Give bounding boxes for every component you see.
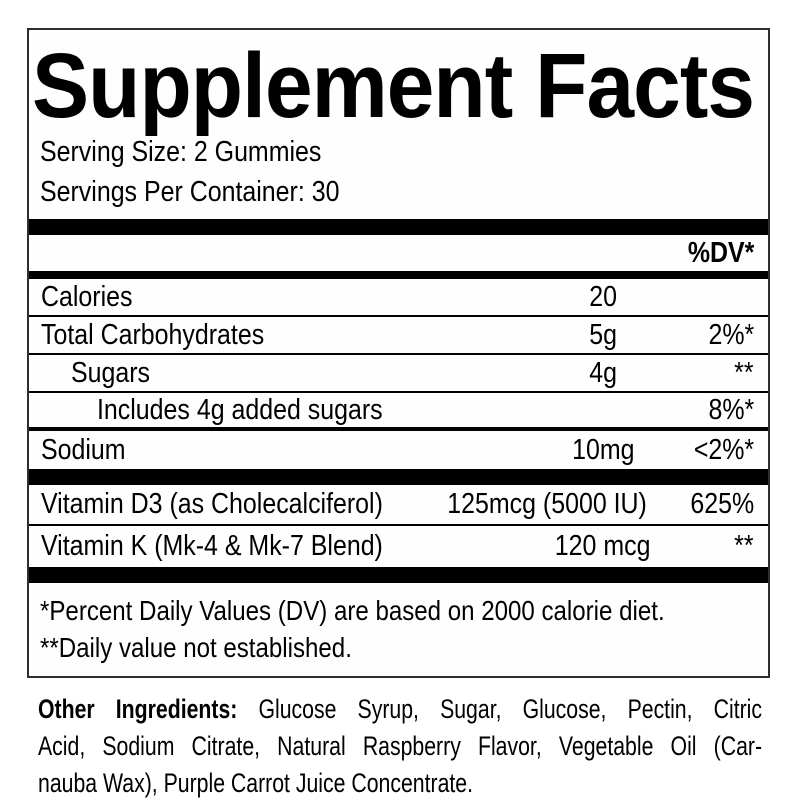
nutrient-dv: <2%* bbox=[693, 433, 754, 466]
nutrient-dv: ** bbox=[734, 356, 754, 389]
nutrient-amount: 10mg bbox=[571, 433, 635, 466]
ingredients-line-1: Other Ingredients: Glucose Syrup, Sugar,… bbox=[38, 691, 762, 728]
separator-bar-top bbox=[29, 219, 768, 235]
nutrient-name: Sugars bbox=[71, 356, 151, 389]
nutrient-row-sodium: Sodium 10mg <2%* bbox=[29, 431, 768, 469]
separator-bar-bottom bbox=[29, 567, 768, 583]
nutrient-amount: 120 mcg bbox=[555, 530, 651, 562]
nutrient-row-sugars: Sugars 4g ** bbox=[29, 355, 768, 393]
footnote-dv-basis: *Percent Daily Values (DV) are based on … bbox=[40, 595, 665, 626]
footnotes: *Percent Daily Values (DV) are based on … bbox=[40, 592, 768, 666]
nutrient-name: Vitamin D3 (as Cholecalciferol) bbox=[41, 488, 383, 520]
separator-bar-middle bbox=[29, 469, 768, 485]
nutrient-dv: 625% bbox=[690, 488, 754, 520]
panel-title: Supplement Facts bbox=[32, 35, 755, 137]
nutrient-row-added-sugars: Includes 4g added sugars 8%* bbox=[29, 393, 768, 431]
nutrient-row-calories: Calories 20 bbox=[29, 279, 768, 317]
nutrient-row-vitamin-d3: Vitamin D3 (as Cholecalciferol) 125mcg (… bbox=[29, 485, 768, 526]
nutrient-row-vitamin-k: Vitamin K (Mk-4 & Mk-7 Blend) 120 mcg ** bbox=[29, 526, 768, 567]
serving-size-text: Serving Size: 2 Gummies bbox=[40, 136, 322, 168]
other-ingredients-label: Other Ingredients: bbox=[38, 694, 238, 724]
nutrient-dv: 2%* bbox=[708, 318, 754, 351]
footnote-dv-not-established: **Daily value not established. bbox=[40, 632, 352, 663]
nutrient-row-total-carbohydrates: Total Carbohydrates 5g 2%* bbox=[29, 317, 768, 355]
nutrient-dv: 8%* bbox=[708, 393, 754, 426]
separator-bar-header bbox=[29, 271, 768, 279]
ingredients-text: Glucose Syrup, Sugar, Glucose, Pectin, C… bbox=[237, 694, 763, 724]
dv-column-header: %DV* bbox=[687, 237, 754, 269]
nutrient-name: Sodium bbox=[41, 433, 126, 466]
nutrient-amount: 5g bbox=[589, 318, 617, 351]
nutrient-amount: 20 bbox=[589, 280, 617, 313]
servings-per-container-text: Servings Per Container: 30 bbox=[40, 176, 340, 208]
nutrient-amount: 125mcg (5000 IU) bbox=[447, 488, 647, 520]
nutrient-name: Includes 4g added sugars bbox=[97, 393, 383, 426]
nutrient-name: Total Carbohydrates bbox=[41, 318, 265, 351]
other-ingredients-section: Other Ingredients: Glucose Syrup, Sugar,… bbox=[38, 691, 764, 800]
ingredients-line-3: nauba Wax), Purple Carrot Juice Concentr… bbox=[38, 768, 474, 798]
supplement-facts-panel: Supplement Facts Serving Size: 2 Gummies… bbox=[27, 28, 770, 678]
nutrient-name: Vitamin K (Mk-4 & Mk-7 Blend) bbox=[41, 530, 383, 562]
servings-per-container-line: Servings Per Container: 30 bbox=[40, 172, 768, 212]
serving-size-line: Serving Size: 2 Gummies bbox=[40, 132, 768, 172]
nutrient-name: Calories bbox=[41, 280, 133, 313]
nutrient-amount: 4g bbox=[589, 356, 617, 389]
ingredients-line-2: Acid, Sodium Citrate, Natural Raspberry … bbox=[38, 731, 763, 761]
nutrient-dv: ** bbox=[734, 530, 754, 562]
